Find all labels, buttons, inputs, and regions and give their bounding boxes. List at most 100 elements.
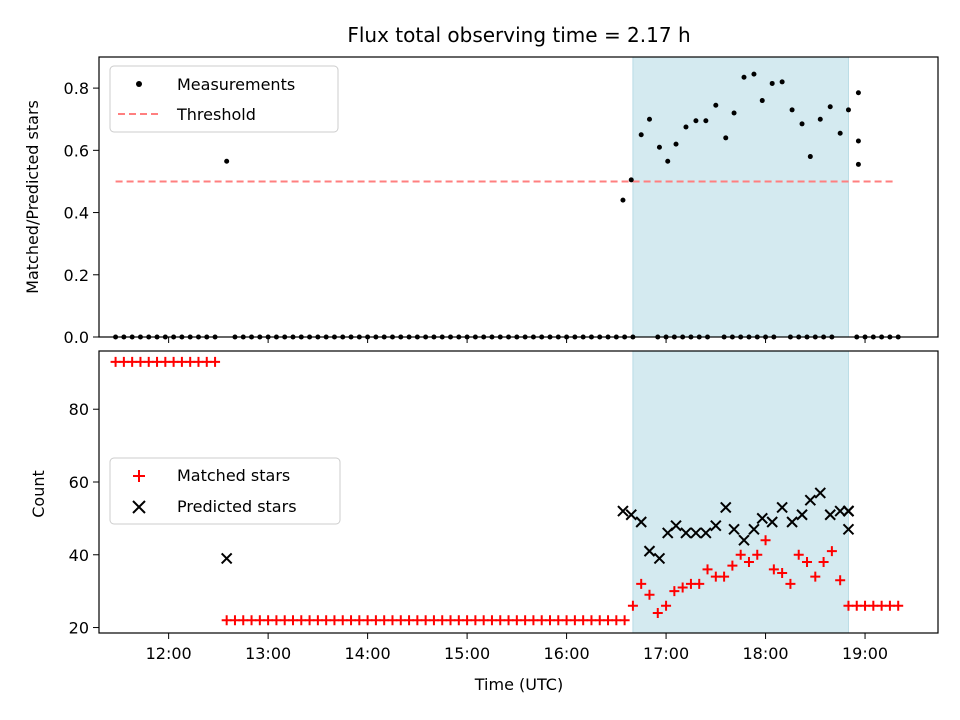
- matched-point: [752, 549, 763, 560]
- matched-point: [636, 578, 647, 589]
- matched-point: [644, 589, 655, 600]
- bottom-panel: 20 40 60 80 12:00 13:00 14:00 15:00 16:00 17:00 1…: [29, 350, 939, 694]
- measurement-point: [779, 79, 785, 85]
- top-y-tick-label: 0.6: [64, 141, 89, 160]
- matched-point: [785, 578, 796, 589]
- legend-matched-marker: [133, 470, 145, 482]
- top-panel: 0.00.20.40.60.8 Matched/Predicted stars …: [23, 56, 939, 347]
- predicted-point: [842, 523, 855, 536]
- predicted-point: [766, 516, 778, 528]
- measurement-point: [807, 154, 813, 160]
- matched-point: [760, 535, 771, 546]
- x-tick-label: 13:00: [245, 644, 291, 663]
- predicted-point: [690, 527, 702, 539]
- measurement-point: [855, 90, 861, 96]
- predicted-point: [738, 534, 750, 546]
- measurement-point: [855, 161, 861, 167]
- matched-point: [735, 549, 746, 560]
- predicted-point: [220, 552, 233, 565]
- predicted-point: [670, 519, 682, 532]
- bottom-legend: Matched stars Predicted stars: [109, 457, 341, 525]
- predicted-point: [635, 516, 647, 528]
- top-y-tick-label: 0.2: [64, 266, 89, 285]
- matched-point: [677, 582, 688, 593]
- legend-measurements-marker: [136, 81, 142, 87]
- matched-point: [619, 615, 630, 626]
- measurement-point: [789, 107, 795, 113]
- legend-threshold-label: Threshold: [176, 105, 256, 124]
- measurement-point: [759, 98, 765, 104]
- matched-point: [802, 557, 813, 568]
- measurement-point: [751, 71, 757, 77]
- measurement-point: [769, 80, 775, 86]
- bottom-y-axis-label: Count: [29, 470, 48, 518]
- predicted-point: [786, 516, 798, 528]
- predicted-point: [643, 545, 656, 557]
- measurement-point: [799, 121, 805, 127]
- matched-point: [652, 607, 663, 618]
- matched-point: [702, 564, 713, 575]
- predicted-point: [617, 505, 629, 517]
- top-axes-frame: [98, 56, 939, 338]
- measurement-point: [855, 138, 861, 144]
- matched-point: [669, 586, 680, 597]
- predicted-point: [720, 501, 732, 514]
- x-tick-label: 16:00: [544, 644, 590, 663]
- top-y-tick-label: 0.0: [64, 328, 89, 347]
- measurement-point: [817, 116, 823, 122]
- predicted-point: [748, 523, 760, 536]
- predicted-point: [700, 527, 712, 539]
- matched-point: [210, 356, 221, 367]
- measurement-point: [224, 158, 230, 164]
- legend-matched-label: Matched stars: [177, 466, 290, 485]
- bottom-y-tick-label: 20: [69, 619, 89, 638]
- matched-point: [719, 571, 730, 582]
- x-tick-label: 12:00: [146, 644, 192, 663]
- x-tick-label: 15:00: [444, 644, 490, 663]
- predicted-point: [804, 494, 817, 506]
- bottom-observing-window: [632, 350, 849, 634]
- legend-measurements-label: Measurements: [177, 75, 295, 94]
- matched-point: [694, 578, 705, 589]
- matched-point: [777, 567, 788, 578]
- bottom-y-tick-label: 60: [69, 473, 89, 492]
- predicted-point: [796, 509, 808, 521]
- matched-point: [835, 575, 846, 586]
- top-y-tick-label: 0.4: [64, 204, 89, 223]
- x-axis-label: Time (UTC): [474, 675, 563, 694]
- predicted-point: [776, 501, 788, 514]
- measurement-point: [638, 132, 644, 138]
- legend-predicted-label: Predicted stars: [177, 497, 297, 516]
- measurement-point: [723, 135, 729, 141]
- bottom-y-tick-label: 80: [69, 400, 89, 419]
- measurement-point: [628, 177, 634, 183]
- measurement-point: [837, 130, 843, 136]
- matched-point: [810, 571, 821, 582]
- predicted-point: [756, 512, 768, 525]
- measurement-point: [703, 118, 709, 124]
- measurement-point: [656, 144, 662, 150]
- x-tick-label: 14:00: [345, 644, 391, 663]
- measurement-point: [731, 110, 737, 116]
- matched-point: [893, 600, 904, 611]
- measurement-point: [620, 197, 626, 203]
- predicted-point: [625, 509, 637, 521]
- top-observing-window: [632, 56, 849, 338]
- top-y-axis-label: Matched/Predicted stars: [23, 100, 42, 294]
- bottom-y-tick-label: 40: [69, 546, 89, 565]
- measurement-point: [741, 74, 747, 80]
- measurement-point: [827, 104, 833, 110]
- measurement-point: [845, 107, 851, 113]
- measurement-point: [683, 124, 689, 130]
- chart-title: Flux total observing time = 2.17 h: [347, 23, 690, 47]
- measurement-point: [646, 116, 652, 122]
- bottom-axes-frame: [98, 350, 939, 634]
- predicted-point: [842, 505, 855, 517]
- top-legend-frame: [109, 65, 339, 133]
- predicted-point: [728, 523, 740, 536]
- x-tick-label: 18:00: [743, 644, 789, 663]
- x-tick-label: 17:00: [643, 644, 689, 663]
- matched-point: [727, 560, 738, 571]
- matched-point: [661, 600, 672, 611]
- measurement-point: [693, 118, 699, 124]
